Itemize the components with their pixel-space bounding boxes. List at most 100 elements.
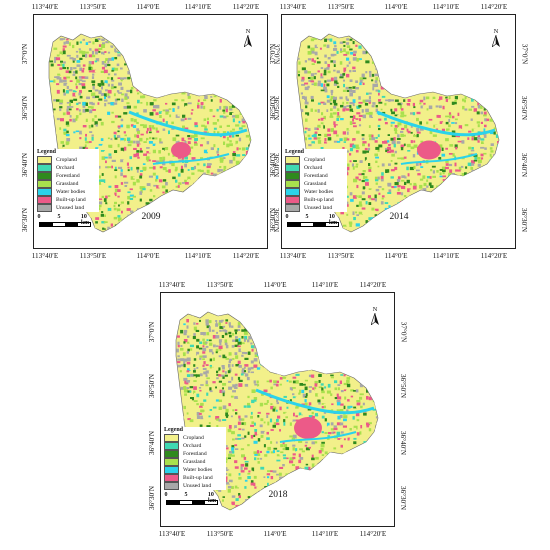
scale-bar: 0 5 10 km	[285, 214, 340, 227]
lat-tick-left: 37°0′N	[148, 321, 156, 343]
lon-tick-bottom: 114°20′E	[480, 252, 508, 260]
legend-item: Water bodies	[285, 188, 347, 196]
legend-swatch	[164, 434, 179, 442]
legend-label: Orchard	[304, 165, 323, 171]
legend-item: Cropland	[37, 156, 99, 164]
legend-label: Water bodies	[56, 189, 86, 195]
legend-label: Orchard	[183, 443, 202, 449]
legend-item: Grassland	[164, 458, 226, 466]
lat-tick-left: 36°50′N	[148, 373, 156, 399]
lon-tick-bottom: 114°10′E	[311, 530, 339, 538]
lat-tick-right: 37°0′N	[520, 43, 528, 65]
legend-swatch	[285, 188, 300, 196]
lat-tick-left: 36°30′N	[21, 207, 29, 233]
lon-tick-top: 114°20′E	[359, 281, 387, 289]
legend-swatch	[37, 164, 52, 172]
legend-swatch	[285, 196, 300, 204]
legend-swatch	[37, 156, 52, 164]
lon-tick-bottom: 114°0′E	[136, 252, 160, 260]
scale-label: 0	[164, 492, 168, 498]
scale-bar-graphic	[166, 500, 218, 505]
legend-title: Legend	[285, 149, 305, 155]
legend-item: Orchard	[37, 164, 99, 172]
year-label: 2018	[268, 490, 288, 500]
legend-title: Legend	[37, 149, 57, 155]
scale-label: 0	[285, 214, 289, 220]
scale-bar: 0 5 10 km	[164, 492, 219, 505]
lon-tick-top: 114°10′E	[184, 3, 212, 11]
scale-label: 10 km	[328, 214, 338, 226]
legend-swatch	[37, 172, 52, 180]
legend-title: Legend	[164, 427, 184, 433]
scale-label: 10 km	[207, 492, 217, 504]
legend-label: Built-up land	[304, 197, 334, 203]
legend-label: Orchard	[56, 165, 75, 171]
lat-tick-left: 37°0′N	[269, 43, 277, 65]
scale-label: 10 km	[80, 214, 90, 226]
legend-label: Built-up land	[183, 475, 213, 481]
legend-item: Unused land	[37, 204, 99, 212]
lat-tick-left: 36°30′N	[148, 485, 156, 511]
legend-swatch	[164, 482, 179, 490]
legend-item: Forestland	[285, 172, 347, 180]
north-arrow: N	[490, 28, 502, 47]
lon-tick-bottom: 114°20′E	[359, 530, 387, 538]
scale-label: 5	[305, 214, 309, 220]
legend-label: Forestland	[304, 173, 328, 179]
lon-tick-bottom: 114°0′E	[263, 530, 287, 538]
legend-label: Unused land	[304, 205, 333, 211]
legend-swatch	[285, 156, 300, 164]
legend-swatch	[285, 172, 300, 180]
legend-item: Cropland	[164, 434, 226, 442]
lon-tick-top: 113°40′E	[279, 3, 307, 11]
legend-swatch	[164, 474, 179, 482]
legend-label: Built-up land	[56, 197, 86, 203]
lat-tick-left: 36°40′N	[148, 430, 156, 456]
legend-label: Cropland	[304, 157, 325, 163]
legend-label: Forestland	[183, 451, 207, 457]
legend-item: Orchard	[164, 442, 226, 450]
map-panel-2009: 113°40′E 113°50′E 114°0′E 114°10′E 114°2…	[21, 3, 280, 260]
lon-tick-bottom: 113°50′E	[206, 530, 234, 538]
legend-item: Forestland	[37, 172, 99, 180]
legend-item: Grassland	[285, 180, 347, 188]
legend-item: Orchard	[285, 164, 347, 172]
north-letter: N	[372, 306, 378, 313]
legend-item: Cropland	[285, 156, 347, 164]
lon-tick-top: 113°40′E	[31, 3, 59, 11]
map-legend: Legend Cropland Orchard Forestland Grass…	[37, 149, 99, 212]
legend-item: Built-up land	[285, 196, 347, 204]
land-use-map	[48, 33, 252, 233]
lon-tick-bottom: 114°10′E	[432, 252, 460, 260]
lon-tick-top: 114°0′E	[136, 3, 160, 11]
legend-item: Forestland	[164, 450, 226, 458]
lat-tick-right: 36°30′N	[399, 485, 407, 511]
lat-tick-left: 36°50′N	[21, 95, 29, 121]
lon-tick-bottom: 113°50′E	[327, 252, 355, 260]
lon-tick-top: 114°20′E	[480, 3, 508, 11]
legend-swatch	[164, 458, 179, 466]
legend-label: Grassland	[183, 459, 206, 465]
north-arrow-icon	[244, 35, 252, 47]
lat-tick-right: 36°30′N	[520, 207, 528, 233]
lon-tick-top: 114°0′E	[263, 281, 287, 289]
lon-tick-top: 113°50′E	[206, 281, 234, 289]
legend-label: Cropland	[183, 435, 204, 441]
land-use-map	[296, 33, 500, 233]
year-label: 2009	[141, 212, 161, 222]
legend-label: Grassland	[304, 181, 327, 187]
legend-label: Water bodies	[304, 189, 334, 195]
scale-label: 5	[184, 492, 188, 498]
lon-tick-bottom: 113°40′E	[279, 252, 307, 260]
legend-item: Built-up land	[164, 474, 226, 482]
north-arrow-icon	[492, 35, 500, 47]
map-panel-2014: 113°40′E 113°50′E 114°0′E 114°10′E 114°2…	[269, 3, 528, 260]
lat-tick-right: 36°40′N	[520, 152, 528, 178]
lon-tick-top: 114°10′E	[432, 3, 460, 11]
legend-label: Water bodies	[183, 467, 213, 473]
lon-tick-top: 114°20′E	[232, 3, 260, 11]
lon-tick-bottom: 113°40′E	[158, 530, 186, 538]
legend-label: Unused land	[183, 483, 212, 489]
scale-label: 0	[37, 214, 41, 220]
scale-bar-graphic	[39, 222, 91, 227]
